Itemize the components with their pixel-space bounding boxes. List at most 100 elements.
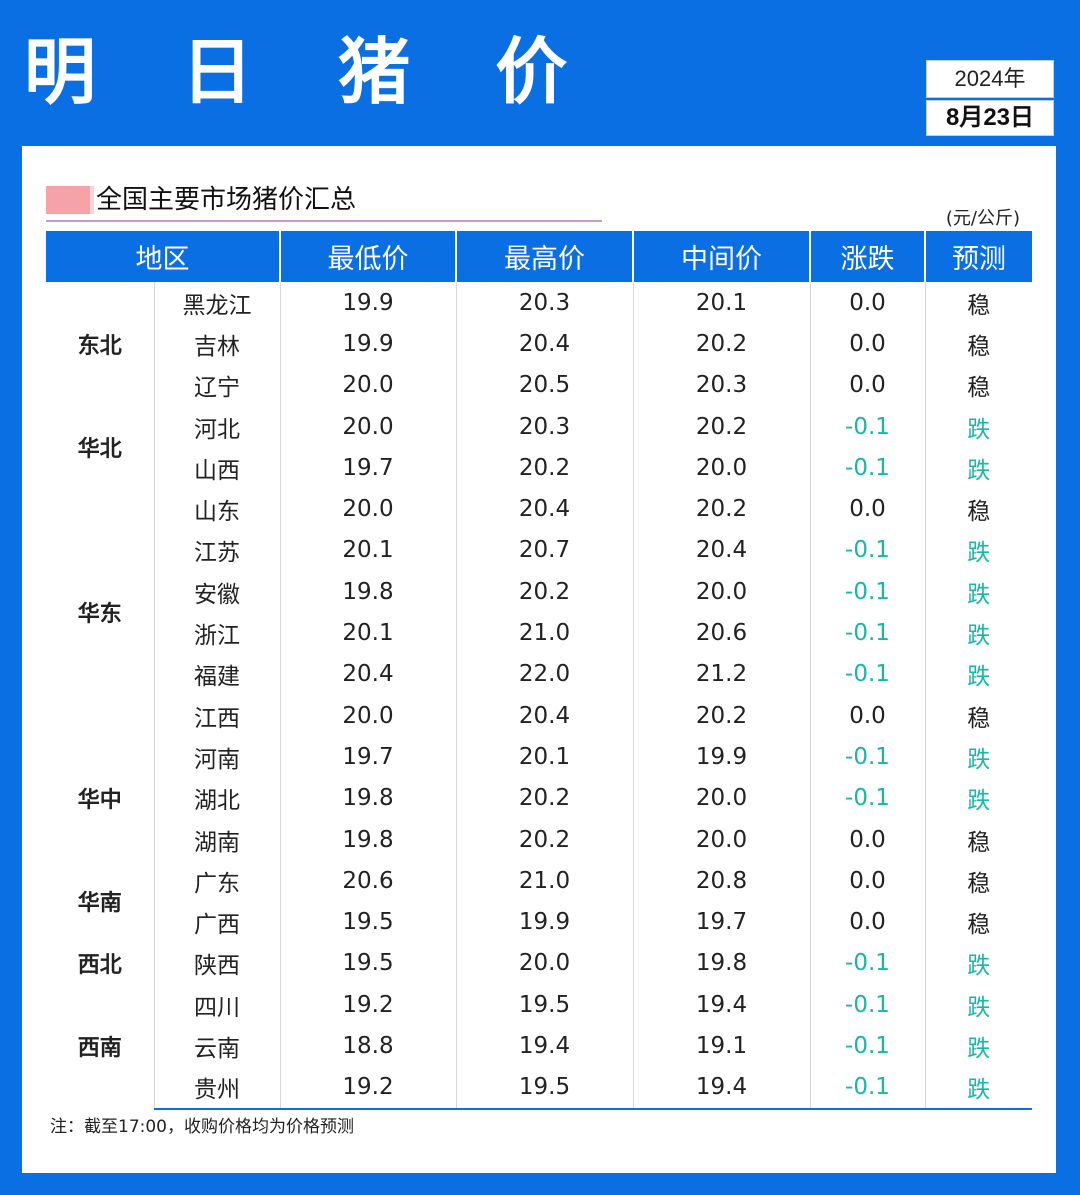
table-row: 浙江 20.1 21.0 20.6 -0.1 跌 <box>46 612 1032 654</box>
province-cell: 四川 <box>153 984 280 1026</box>
forecast-cell: 跌 <box>924 447 1032 489</box>
low-price-cell: 20.6 <box>279 860 456 902</box>
change-cell: 0.0 <box>809 282 925 324</box>
high-price-cell: 20.4 <box>455 323 633 365</box>
price-table: 地区 最低价 最高价 中间价 涨跌 预测 东北 黑龙江 19.9 20.3 20.1 0.… <box>46 231 1032 1110</box>
table-row: 贵州 19.2 19.5 19.4 -0.1 跌 <box>46 1066 1032 1110</box>
high-price-cell: 20.3 <box>455 405 633 448</box>
price-card: 全国主要市场猪价汇总 (元/公斤) 地区 最低价 最高价 中间价 涨跌 预测 东… <box>22 146 1056 1173</box>
low-price-cell: 19.8 <box>279 818 456 861</box>
province-cell: 贵州 <box>153 1066 280 1110</box>
table-row: 广西 19.5 19.9 19.7 0.0 稳 <box>46 901 1032 943</box>
change-cell: -0.1 <box>809 736 925 778</box>
forecast-cell: 跌 <box>924 736 1032 778</box>
low-price-cell: 18.8 <box>279 1025 456 1067</box>
high-price-cell: 21.0 <box>455 612 633 654</box>
low-price-cell: 20.4 <box>279 653 456 695</box>
mid-price-cell: 20.0 <box>632 571 810 613</box>
province-cell: 安徽 <box>153 571 280 613</box>
high-price-cell: 20.2 <box>455 447 633 489</box>
mid-price-cell: 19.9 <box>632 736 810 778</box>
region-cell: 西南 <box>77 1036 122 1062</box>
province-cell: 辽宁 <box>153 364 280 406</box>
high-price-cell: 20.7 <box>455 529 633 572</box>
table-row: 安徽 19.8 20.2 20.0 -0.1 跌 <box>46 571 1032 613</box>
change-cell: 0.0 <box>809 488 925 530</box>
mid-price-cell: 20.3 <box>632 364 810 406</box>
section-heading: 全国主要市场猪价汇总 <box>46 184 602 222</box>
table-header-row: 地区 最低价 最高价 中间价 涨跌 预测 <box>46 231 1032 282</box>
high-price-cell: 20.1 <box>455 736 633 778</box>
high-price-cell: 20.3 <box>455 282 633 324</box>
province-cell: 福建 <box>153 653 280 695</box>
high-price-cell: 21.0 <box>455 860 633 902</box>
mid-price-cell: 19.7 <box>632 901 810 943</box>
low-price-cell: 19.8 <box>279 571 456 613</box>
mid-price-cell: 20.2 <box>632 323 810 365</box>
forecast-cell: 跌 <box>924 405 1032 448</box>
forecast-cell: 稳 <box>924 323 1032 365</box>
forecast-cell: 跌 <box>924 1066 1032 1110</box>
change-cell: 0.0 <box>809 364 925 406</box>
province-cell: 陕西 <box>153 942 280 985</box>
table-row: 西南 四川 19.2 19.5 19.4 -0.1 跌 <box>46 984 1032 1061</box>
change-cell: -0.1 <box>809 1066 925 1110</box>
forecast-cell: 跌 <box>924 942 1032 985</box>
table-row: 吉林 19.9 20.4 20.2 0.0 稳 <box>46 323 1032 365</box>
region-cell: 西北 <box>77 953 122 979</box>
date-day: 8月23日 <box>926 100 1054 136</box>
forecast-cell: 跌 <box>924 529 1032 572</box>
col-header-forecast: 预测 <box>924 231 1032 282</box>
col-header-mid: 中间价 <box>632 231 810 282</box>
unit-label: (元/公斤) <box>945 208 1020 229</box>
high-price-cell: 20.5 <box>455 364 633 406</box>
province-cell: 黑龙江 <box>153 282 280 324</box>
change-cell: -0.1 <box>809 942 925 985</box>
table-row: 辽宁 20.0 20.5 20.3 0.0 稳 <box>46 364 1032 406</box>
col-header-high: 最高价 <box>455 231 633 282</box>
change-cell: 0.0 <box>809 901 925 943</box>
col-header-low: 最低价 <box>279 231 456 282</box>
province-cell: 江西 <box>153 694 280 737</box>
province-cell: 吉林 <box>153 323 280 365</box>
low-price-cell: 20.0 <box>279 694 456 737</box>
high-price-cell: 19.5 <box>455 984 633 1026</box>
mid-price-cell: 20.0 <box>632 777 810 819</box>
mid-price-cell: 19.4 <box>632 984 810 1026</box>
low-price-cell: 19.8 <box>279 777 456 819</box>
date-box: 2024年 8月23日 <box>926 60 1054 136</box>
high-price-cell: 20.2 <box>455 571 633 613</box>
table-body: 东北 黑龙江 19.9 20.3 20.1 0.0 稳吉林 19.9 20.4 20.2 0.0 稳辽… <box>46 282 1032 1110</box>
region-cell: 东北 <box>77 333 122 359</box>
col-header-change: 涨跌 <box>809 231 925 282</box>
low-price-cell: 20.0 <box>279 405 456 448</box>
low-price-cell: 19.9 <box>279 282 456 324</box>
province-cell: 湖北 <box>153 777 280 819</box>
forecast-cell: 稳 <box>924 860 1032 902</box>
forecast-cell: 跌 <box>924 653 1032 695</box>
province-cell: 广东 <box>153 860 280 902</box>
high-price-cell: 19.4 <box>455 1025 633 1067</box>
change-cell: -0.1 <box>809 612 925 654</box>
province-cell: 江苏 <box>153 529 280 572</box>
change-cell: -0.1 <box>809 777 925 819</box>
page-title: 明 日 猪 价 <box>24 30 598 114</box>
forecast-cell: 跌 <box>924 571 1032 613</box>
province-cell: 河南 <box>153 736 280 778</box>
change-cell: 0.0 <box>809 694 925 737</box>
high-price-cell: 19.5 <box>455 1066 633 1110</box>
change-cell: 0.0 <box>809 323 925 365</box>
mid-price-cell: 20.2 <box>632 488 810 530</box>
table-row: 华北 河北 20.0 20.3 20.2 -0.1 跌 <box>46 405 1032 462</box>
mid-price-cell: 20.8 <box>632 860 810 902</box>
table-row: 山西 19.7 20.2 20.0 -0.1 跌 <box>46 447 1032 489</box>
date-year: 2024年 <box>926 60 1054 98</box>
low-price-cell: 19.2 <box>279 1066 456 1110</box>
table-row: 云南 18.8 19.4 19.1 -0.1 跌 <box>46 1025 1032 1067</box>
mid-price-cell: 20.1 <box>632 282 810 324</box>
low-price-cell: 20.0 <box>279 488 456 530</box>
high-price-cell: 19.9 <box>455 901 633 943</box>
table-row: 华中 河南 19.7 20.1 19.9 -0.1 跌 <box>46 736 1032 813</box>
mid-price-cell: 20.2 <box>632 694 810 737</box>
low-price-cell: 19.2 <box>279 984 456 1026</box>
